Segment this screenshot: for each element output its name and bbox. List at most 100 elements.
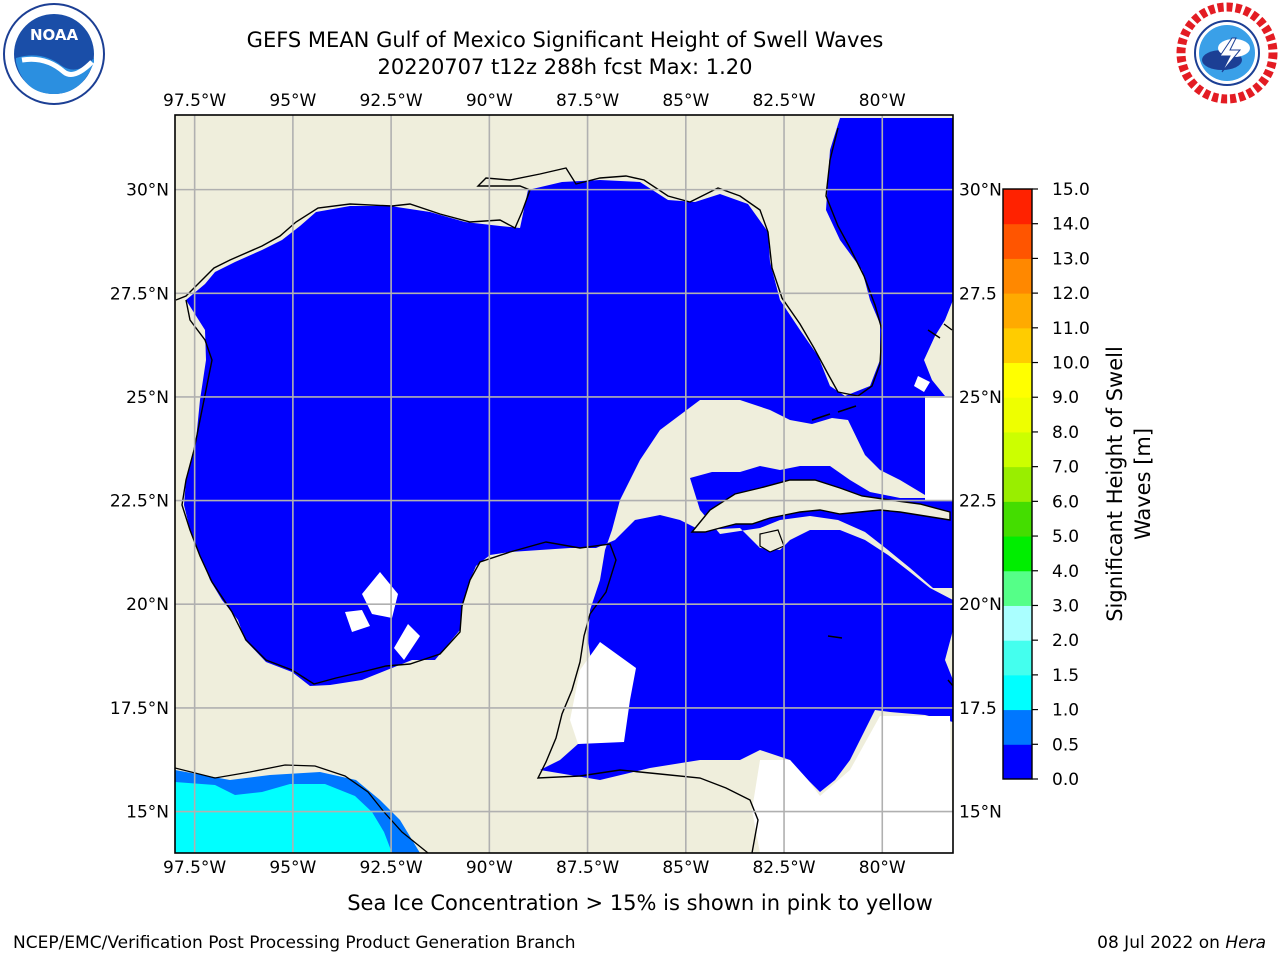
sea-ice-note: Sea Ice Concentration > 15% is shown in … bbox=[347, 891, 933, 915]
missing-data-region bbox=[362, 572, 398, 618]
lon-tick-labels-bottom: 97.5°W 95°W 92.5°W 90°W 87.5°W 85°W 82.5°W 80°W bbox=[163, 858, 906, 878]
lon-tick-label: 92.5°W bbox=[360, 858, 423, 878]
lon-tick-label: 90°W bbox=[466, 91, 513, 111]
colorbar-tick-label: 10.0 bbox=[1052, 354, 1090, 374]
graticule bbox=[175, 115, 953, 853]
lon-tick-label: 87.5°W bbox=[556, 91, 619, 111]
colorbar-swatches bbox=[1003, 189, 1032, 780]
colorbar-tick-label: 6.0 bbox=[1052, 492, 1079, 512]
lat-tick-label: 20°N bbox=[959, 595, 1002, 615]
lon-tick-label: 80°W bbox=[859, 91, 906, 111]
lon-tick-label: 87.5°W bbox=[556, 858, 619, 878]
chart-title: GEFS MEAN Gulf of Mexico Significant Hei… bbox=[246, 28, 884, 52]
chart-subtitle: 20220707 t12z 288h fcst Max: 1.20 bbox=[377, 55, 753, 79]
lat-tick-label: 17.5°N bbox=[110, 699, 169, 719]
nws-logo-icon bbox=[1176, 2, 1278, 104]
footer-date: 08 Jul 2022 on Hera bbox=[1097, 933, 1266, 953]
lon-tick-label: 82.5°W bbox=[752, 91, 815, 111]
colorbar-tick-label: 4.0 bbox=[1052, 562, 1079, 582]
colorbar-tick-label: 9.0 bbox=[1052, 388, 1079, 408]
colorbar-swatch bbox=[1003, 327, 1032, 364]
colorbar-swatch bbox=[1003, 362, 1032, 398]
colorbar-tick-label: 11.0 bbox=[1052, 319, 1090, 339]
lon-tick-label: 85°W bbox=[662, 91, 709, 111]
lat-tick-label: 22.5°N bbox=[110, 492, 169, 512]
lon-tick-label: 80°W bbox=[859, 858, 906, 878]
colorbar-swatch bbox=[1003, 709, 1032, 745]
lat-tick-label: 15°N bbox=[959, 803, 1002, 823]
colorbar-swatch bbox=[1003, 674, 1032, 711]
colorbar-swatch bbox=[1003, 189, 1032, 225]
missing-data-region bbox=[914, 376, 930, 392]
colorbar-tick-label: 0.0 bbox=[1052, 770, 1079, 790]
missing-data-region bbox=[925, 396, 953, 500]
lat-tick-label: 25°N bbox=[959, 388, 1002, 408]
bahamas-islands bbox=[927, 323, 953, 687]
footer-host: Hera bbox=[1225, 933, 1266, 953]
colorbar-swatch bbox=[1003, 605, 1032, 641]
lat-tick-label: 15°N bbox=[126, 803, 169, 823]
lon-tick-label: 85°W bbox=[662, 858, 709, 878]
map-frame bbox=[174, 114, 954, 854]
lon-tick-label: 95°W bbox=[269, 858, 316, 878]
gulf-swell-field bbox=[184, 118, 953, 792]
keys-islands bbox=[811, 405, 857, 639]
colorbar: 0.0 0.5 1.0 1.5 2.0 3.0 4.0 5.0 6.0 7.0 8.0 9.0 10.0… bbox=[1002, 180, 1155, 790]
colorbar-swatch bbox=[1003, 640, 1032, 676]
lat-tick-label: 17.5 bbox=[959, 699, 997, 719]
colorbar-label-line2: Waves [m] bbox=[1131, 428, 1155, 540]
lat-tick-label: 20°N bbox=[126, 595, 169, 615]
lat-tick-label: 22.5 bbox=[959, 492, 997, 512]
colorbar-swatch bbox=[1003, 501, 1032, 537]
colorbar-tick-label: 12.0 bbox=[1052, 284, 1090, 304]
lon-tick-label: 97.5°W bbox=[163, 858, 226, 878]
lat-tick-label: 25°N bbox=[126, 388, 169, 408]
lat-tick-labels-right: 30°N 27.5 25°N 22.5 20°N 17.5 15°N bbox=[959, 181, 1002, 823]
colorbar-tick-label: 3.0 bbox=[1052, 596, 1079, 616]
lon-tick-label: 82.5°W bbox=[752, 858, 815, 878]
lon-tick-labels-top: 97.5°W 95°W 92.5°W 90°W 87.5°W 85°W 82.5°W 80°W bbox=[163, 91, 906, 111]
colorbar-swatch bbox=[1003, 744, 1032, 780]
colorbar-swatch bbox=[1003, 223, 1032, 259]
lon-tick-label: 92.5°W bbox=[360, 91, 423, 111]
lon-tick-label: 90°W bbox=[466, 858, 513, 878]
colorbar-tick-label: 5.0 bbox=[1052, 527, 1079, 547]
colorbar-ticks: 0.0 0.5 1.0 1.5 2.0 3.0 4.0 5.0 6.0 7.0 8.0 9.0 10.0… bbox=[1032, 180, 1090, 790]
colorbar-swatch bbox=[1003, 570, 1032, 606]
pacific-swell-high bbox=[175, 782, 392, 853]
missing-data-region bbox=[394, 624, 420, 660]
colorbar-tick-label: 1.5 bbox=[1052, 666, 1079, 686]
colorbar-tick-label: 0.5 bbox=[1052, 735, 1079, 755]
missing-data-region bbox=[570, 642, 636, 744]
lat-tick-label: 30°N bbox=[959, 181, 1002, 201]
colorbar-swatch bbox=[1003, 536, 1032, 572]
colorbar-tick-label: 7.0 bbox=[1052, 458, 1079, 478]
lon-tick-label: 97.5°W bbox=[163, 91, 226, 111]
colorbar-tick-label: 14.0 bbox=[1052, 215, 1090, 235]
colorbar-swatch bbox=[1003, 258, 1032, 294]
isla-juventud bbox=[759, 529, 785, 553]
colorbar-tick-label: 8.0 bbox=[1052, 423, 1079, 443]
colorbar-swatch bbox=[1003, 397, 1032, 433]
lat-tick-labels-left: 30°N 27.5°N 25°N 22.5°N 20°N 17.5°N 15°N bbox=[110, 181, 169, 823]
footer-credit: NCEP/EMC/Verification Post Processing Pr… bbox=[13, 933, 576, 953]
map-panel bbox=[175, 115, 953, 853]
coastline bbox=[175, 764, 429, 853]
cuba-landmass bbox=[690, 479, 951, 533]
colorbar-tick-label: 2.0 bbox=[1052, 631, 1079, 651]
lat-tick-label: 30°N bbox=[126, 181, 169, 201]
noaa-logo-text: NOAA bbox=[30, 26, 79, 44]
missing-data-region bbox=[345, 610, 370, 632]
colorbar-swatch bbox=[1003, 431, 1032, 468]
lon-tick-label: 95°W bbox=[269, 91, 316, 111]
missing-data-region bbox=[752, 716, 953, 853]
colorbar-swatch bbox=[1003, 466, 1032, 502]
colorbar-tick-label: 1.0 bbox=[1052, 701, 1079, 721]
lat-tick-label: 27.5 bbox=[959, 284, 997, 304]
lat-tick-label: 27.5°N bbox=[110, 284, 169, 304]
colorbar-frame bbox=[1002, 188, 1033, 780]
colorbar-tick-label: 15.0 bbox=[1052, 180, 1090, 200]
colorbar-tick-label: 13.0 bbox=[1052, 249, 1090, 269]
colorbar-label-line1: Significant Height of Swell bbox=[1103, 346, 1127, 622]
